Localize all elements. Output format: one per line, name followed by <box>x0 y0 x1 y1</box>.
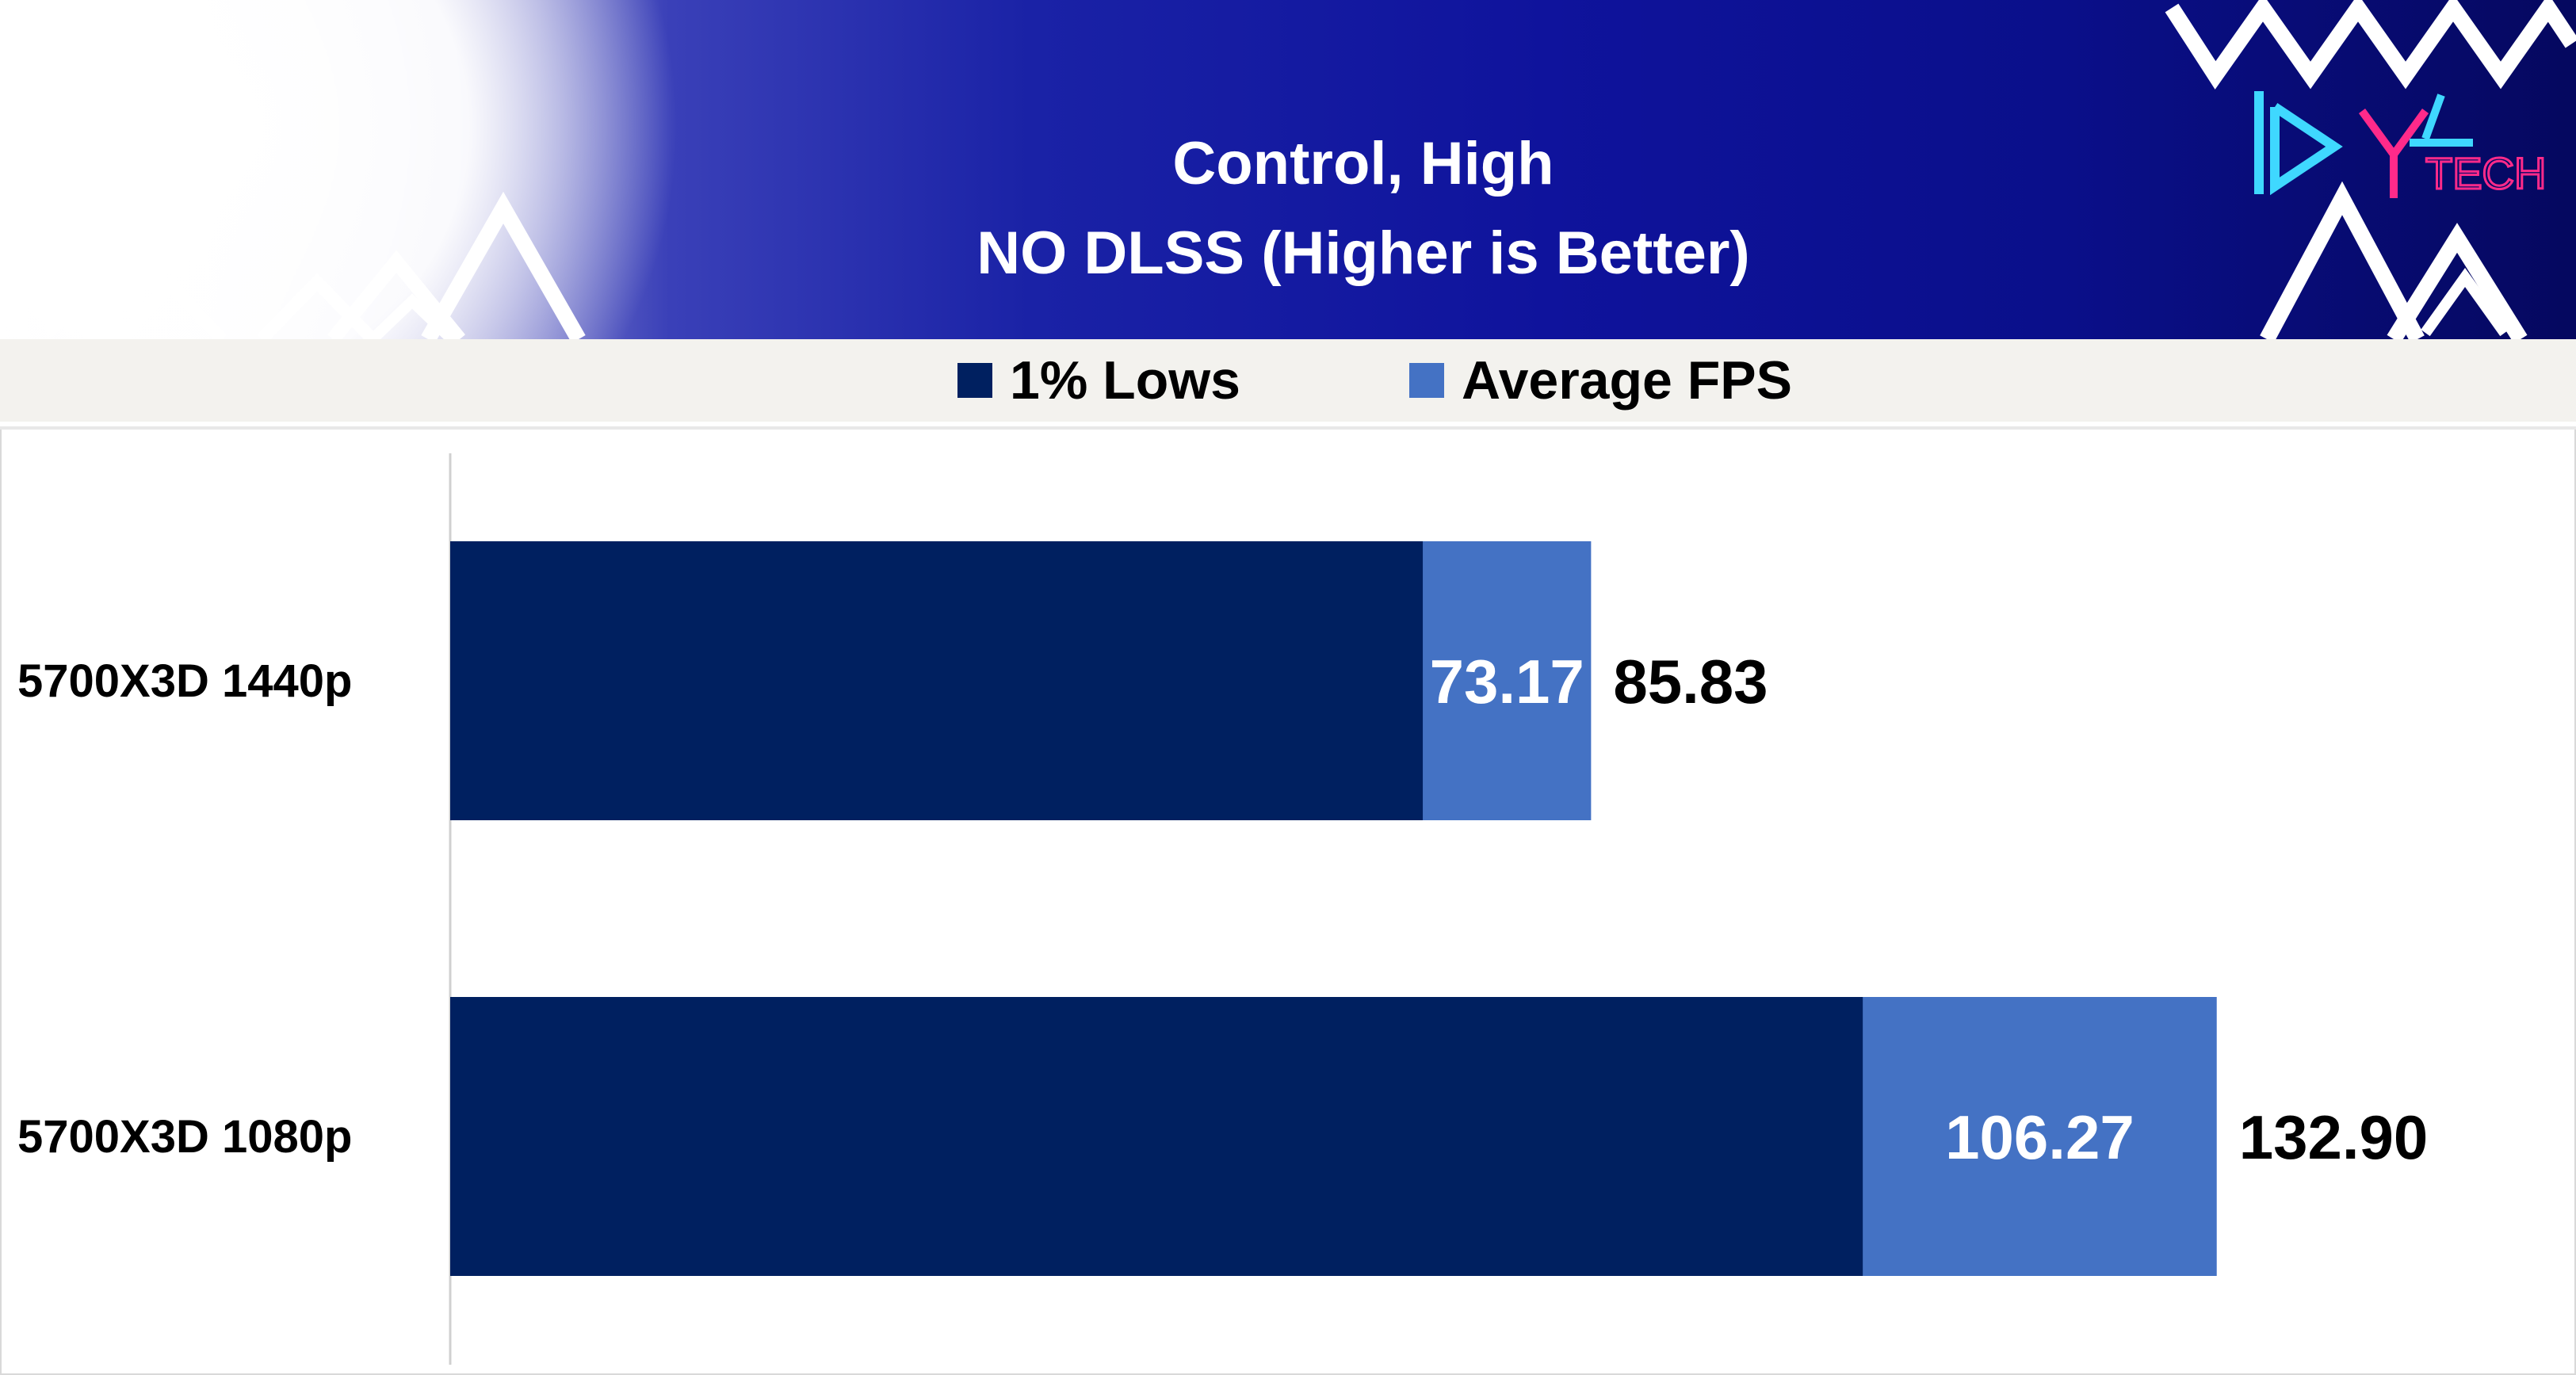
legend-item-average: Average FPS <box>1409 339 1792 422</box>
legend-item-lows: 1% Lows <box>957 339 1240 422</box>
title-banner: Control, High NO DLSS (Higher is Better)… <box>0 0 2576 339</box>
legend-swatch-lows <box>957 363 992 398</box>
logo-icon: TECH <box>2254 91 2544 200</box>
legend-label-average: Average FPS <box>1462 350 1792 411</box>
legend-label-lows: 1% Lows <box>1010 350 1240 411</box>
logo-text: TECH <box>2425 148 2544 198</box>
chart-subtitle: NO DLSS (Higher is Better) <box>977 220 1750 287</box>
mountain-decoration-left <box>0 191 586 339</box>
mountain-decoration-right <box>2165 0 2576 339</box>
legend: 1% Lows Average FPS <box>0 339 2576 426</box>
banner-glow <box>0 0 682 339</box>
chart-title: Control, High <box>1172 130 1554 197</box>
legend-swatch-average <box>1409 363 1444 398</box>
